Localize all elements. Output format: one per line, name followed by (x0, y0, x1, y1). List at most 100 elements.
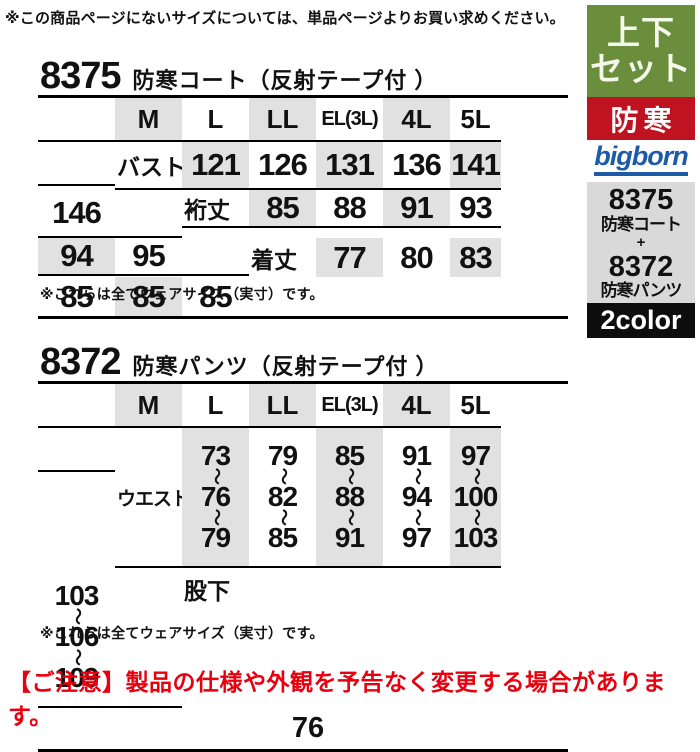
set-badge: 上下 セット 防寒 (587, 5, 695, 140)
tilde-icon: 〜 (340, 468, 360, 486)
coat-length-l: 80 (400, 239, 433, 275)
bundle-code-coat: 8375 (608, 184, 674, 217)
bundle-info-box: 8375 防寒コート + 8372 防寒パンツ (587, 182, 695, 303)
waist-4l-mid: 100 (453, 481, 499, 512)
coat-bust-ll: 131 (316, 142, 383, 190)
pants-col-ll: LL (249, 384, 316, 428)
waist-5l-max: 109 (54, 661, 100, 693)
pants-waist-ll: 85 〜 88 〜 91 (316, 428, 383, 568)
waist-l-max: 85 (267, 521, 298, 553)
pants-waist-l: 79 〜 82 〜 85 (249, 428, 316, 568)
coat-bust-4l: 141 (450, 142, 501, 190)
tilde-icon: 〜 (206, 508, 226, 526)
pants-header-spacer (38, 428, 115, 472)
coat-col-l: L (182, 98, 249, 142)
coat-bust-spacer (115, 190, 182, 238)
top-notice: ※この商品ページにないサイズについては、単品ページよりお買い求めください。 (5, 10, 565, 27)
waist-ll-max: 91 (334, 521, 365, 553)
bundle-name-coat: 防寒コート (601, 214, 682, 234)
coat-row-label-length: 着丈 (251, 246, 297, 273)
waist-ll-min: 85 (334, 440, 365, 472)
coat-col-4l: 4L (383, 98, 450, 142)
tilde-icon: 〜 (466, 468, 486, 486)
tilde-icon: 〜 (206, 468, 226, 486)
plus-icon: + (636, 233, 646, 251)
waist-el3l-min: 91 (401, 440, 432, 472)
coat-header-spacer (38, 142, 115, 186)
coat-sleeve-4l: 94 (38, 238, 115, 276)
coat-length-5l: 85 (199, 278, 232, 314)
waist-5l-mid: 106 (54, 621, 100, 652)
bundle-name-pants: 防寒パンツ (600, 280, 683, 300)
pants-table-note: ※これらは全てウェアサイズ（実寸）です。 (40, 625, 324, 641)
coat-col-ll: LL (249, 98, 316, 142)
waist-l-min: 79 (267, 440, 298, 472)
bigborn-logo: bigborn (594, 143, 689, 176)
waist-el3l-max: 97 (401, 521, 432, 553)
pants-col-5l: 5L (450, 384, 501, 428)
pants-waist-m: 73 〜 76 〜 79 (182, 428, 249, 568)
coat-bust-5l: 146 (38, 190, 115, 238)
tilde-icon: 〜 (273, 468, 293, 486)
coat-size-table: M L LL EL(3L) 4L 5L バスト 121 126 131 136 … (38, 95, 568, 319)
tilde-icon: 〜 (407, 508, 427, 526)
coat-length-el3l: 85 (60, 278, 93, 314)
coat-col-5l: 5L (450, 98, 501, 142)
waist-5l-min: 103 (54, 580, 100, 612)
bottom-caution-notice: 【ご注意】製品の仕様や外観を予告なく変更する場合があります。 (8, 669, 666, 729)
waist-m-min: 73 (200, 440, 231, 472)
coat-row-label-sleeve: 裄丈 (182, 190, 249, 228)
coat-row-label-bust: バスト (115, 142, 186, 190)
pants-product-code: 8372 (40, 341, 122, 383)
tilde-icon: 〜 (273, 508, 293, 526)
coat-section-title: 8375 防寒コート（反射テープ付 ） (40, 57, 437, 95)
pants-waist-5l: 103 〜 106 〜 109 (38, 568, 115, 708)
bundle-code-pants: 8372 (608, 250, 674, 283)
coat-sleeve-spacer (182, 238, 249, 276)
coat-length-ll: 83 (450, 238, 501, 277)
pants-col-el3l: EL(3L) (316, 384, 383, 428)
pants-waist-el3l: 91 〜 94 〜 97 (383, 428, 450, 568)
warm-badge: 防寒 (587, 97, 695, 140)
coat-sleeve-ll: 91 (383, 190, 450, 228)
waist-m-max: 79 (200, 521, 231, 553)
coat-bust-m: 121 (182, 142, 249, 190)
pants-col-4l: 4L (383, 384, 450, 428)
coat-table-note: ※これらは全てウェアサイズ（実寸）です。 (40, 286, 324, 302)
pants-header-empty (38, 384, 115, 428)
coat-bust-el3l: 136 (383, 142, 450, 190)
pants-waist-4l: 97 〜 100 〜 103 (450, 428, 501, 568)
set-badge-line1: 上下 (607, 14, 675, 52)
tilde-icon: 〜 (407, 468, 427, 486)
coat-product-code: 8375 (40, 55, 122, 97)
top-bottom-set-badge: 上下 セット (587, 5, 695, 97)
coat-header-empty (38, 98, 115, 142)
coat-product-name: 防寒コート（反射テープ付 ） (132, 68, 438, 93)
set-badge-line2: セット (590, 50, 692, 87)
coat-sleeve-l: 88 (316, 190, 383, 228)
waist-4l-min: 97 (460, 440, 491, 472)
coat-sleeve-5l: 95 (115, 238, 182, 276)
coat-sleeve-el3l: 93 (450, 190, 501, 228)
pants-product-name: 防寒パンツ（反射テープ付 ） (132, 354, 439, 379)
pants-row-label-waist: ウエスト (115, 428, 190, 568)
waist-l-mid: 82 (267, 481, 298, 512)
brand-logo: bigborn (587, 143, 695, 176)
coat-col-m: M (115, 98, 182, 142)
color-count-badge: 2color (587, 303, 695, 338)
waist-m-mid: 76 (200, 481, 231, 512)
pants-section-title: 8372 防寒パンツ（反射テープ付 ） (40, 343, 438, 381)
pants-size-table: M L LL EL(3L) 4L 5L ウエスト 73 〜 76 〜 79 79… (38, 381, 568, 752)
coat-bust-l: 126 (249, 142, 316, 190)
pants-col-l: L (182, 384, 249, 428)
waist-el3l-mid: 94 (401, 481, 432, 512)
waist-ll-mid: 88 (334, 481, 365, 512)
tilde-icon: 〜 (466, 508, 486, 526)
coat-length-m: 77 (316, 238, 383, 277)
coat-length-4l: 85 (115, 277, 182, 316)
pants-row-label-inseam: 股下 (184, 577, 230, 604)
pants-col-m: M (115, 384, 182, 428)
waist-4l-max: 103 (453, 521, 499, 553)
tilde-icon: 〜 (340, 508, 360, 526)
coat-col-el3l: EL(3L) (316, 98, 383, 142)
